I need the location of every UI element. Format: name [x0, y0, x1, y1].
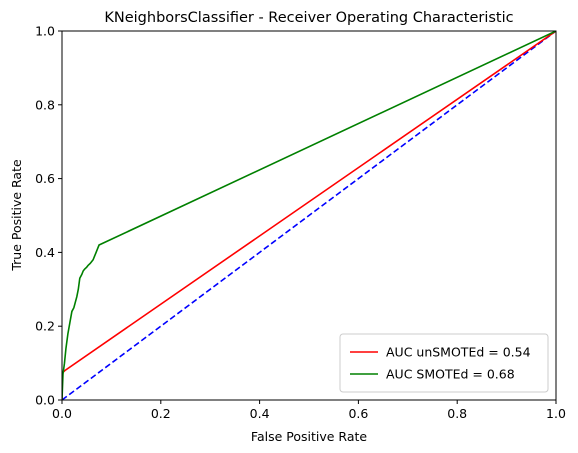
legend: AUC unSMOTEd = 0.54 AUC SMOTEd = 0.68	[339, 333, 549, 393]
plot-frame	[61, 30, 557, 401]
legend-label: AUC SMOTEd = 0.68	[386, 367, 515, 382]
y-tick-label: 1.0	[35, 24, 55, 39]
y-tick-label: 0.0	[35, 393, 55, 408]
x-tick-label: 0.2	[151, 406, 171, 421]
y-tick-label: 0.4	[35, 245, 55, 260]
series-line-1	[62, 31, 556, 400]
y-tick-label: 0.8	[35, 97, 55, 112]
plot-area	[62, 31, 556, 400]
y-tick-label: 0.6	[35, 171, 55, 186]
chart-title: KNeighborsClassifier - Receiver Operatin…	[104, 10, 513, 26]
x-axis-label: False Positive Rate	[251, 429, 367, 444]
y-axis-label: True Positive Rate	[9, 159, 24, 272]
legend-box	[339, 333, 549, 393]
legend-label: AUC unSMOTEd = 0.54	[386, 345, 531, 360]
x-axis-ticks: 0.0 0.2 0.4 0.6 0.8 1.0	[52, 400, 566, 421]
x-tick-label: 0.8	[447, 406, 467, 421]
x-tick-label: 0.6	[348, 406, 368, 421]
x-tick-label: 0.4	[250, 406, 270, 421]
y-tick-label: 0.2	[35, 319, 55, 334]
chance-diagonal-line	[62, 31, 556, 400]
x-tick-label: 1.0	[546, 406, 566, 421]
x-tick-label: 0.0	[52, 406, 72, 421]
y-axis-ticks: 0.0 0.2 0.4 0.6 0.8 1.0	[35, 24, 62, 408]
